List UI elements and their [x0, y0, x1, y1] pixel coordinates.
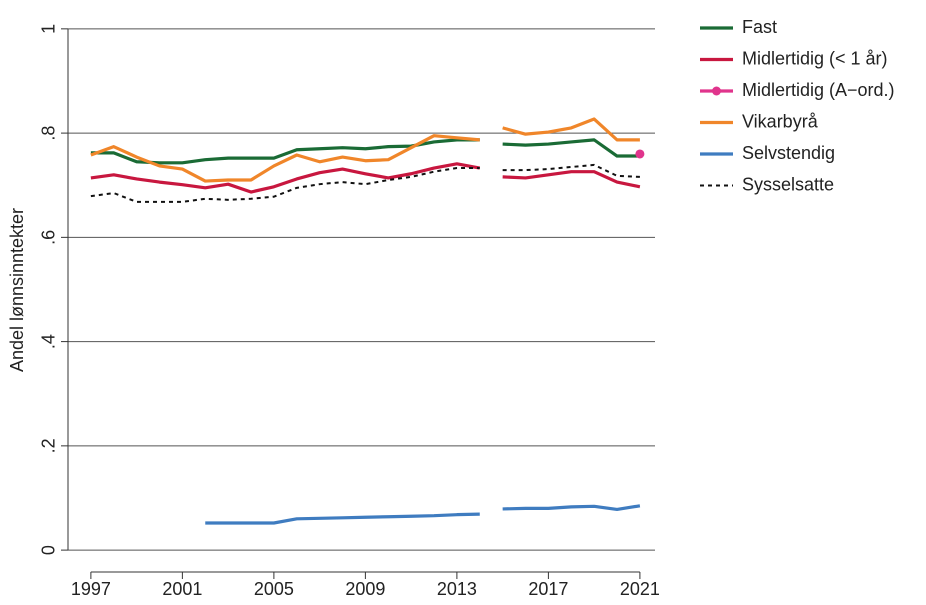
- y-tick-label: .6: [39, 230, 59, 245]
- legend-label: Selvstendig: [742, 143, 835, 163]
- legend-label: Fast: [742, 17, 777, 37]
- line-series: [90, 162, 641, 194]
- x-tick-label: 2001: [162, 579, 202, 599]
- line-series: [90, 163, 640, 203]
- line-series: [205, 504, 641, 525]
- legend-label: Midlertidig (A−ord.): [742, 80, 895, 100]
- legend-label: Sysselsatte: [742, 174, 834, 194]
- x-tick-label: 1997: [71, 579, 111, 599]
- y-tick-label: .2: [39, 438, 59, 453]
- x-tick-label: 2009: [345, 579, 385, 599]
- y-tick-label: 0: [39, 545, 59, 555]
- x-tick-label: 2021: [620, 579, 660, 599]
- legend-label: Vikarbyrå: [742, 111, 819, 131]
- legend-label: Midlertidig (< 1 år): [742, 48, 888, 68]
- legend-marker: [712, 86, 721, 96]
- line-series: [90, 117, 640, 183]
- y-axis-label: Andel lønnsinntekter: [7, 208, 27, 372]
- x-tick-label: 2017: [528, 579, 568, 599]
- y-tick-label: .8: [39, 126, 59, 141]
- y-tick-label: .4: [39, 334, 59, 349]
- line-marker: [635, 149, 645, 159]
- x-tick-label: 2013: [437, 579, 477, 599]
- y-tick-label: 1: [39, 24, 59, 34]
- x-tick-label: 2005: [254, 579, 294, 599]
